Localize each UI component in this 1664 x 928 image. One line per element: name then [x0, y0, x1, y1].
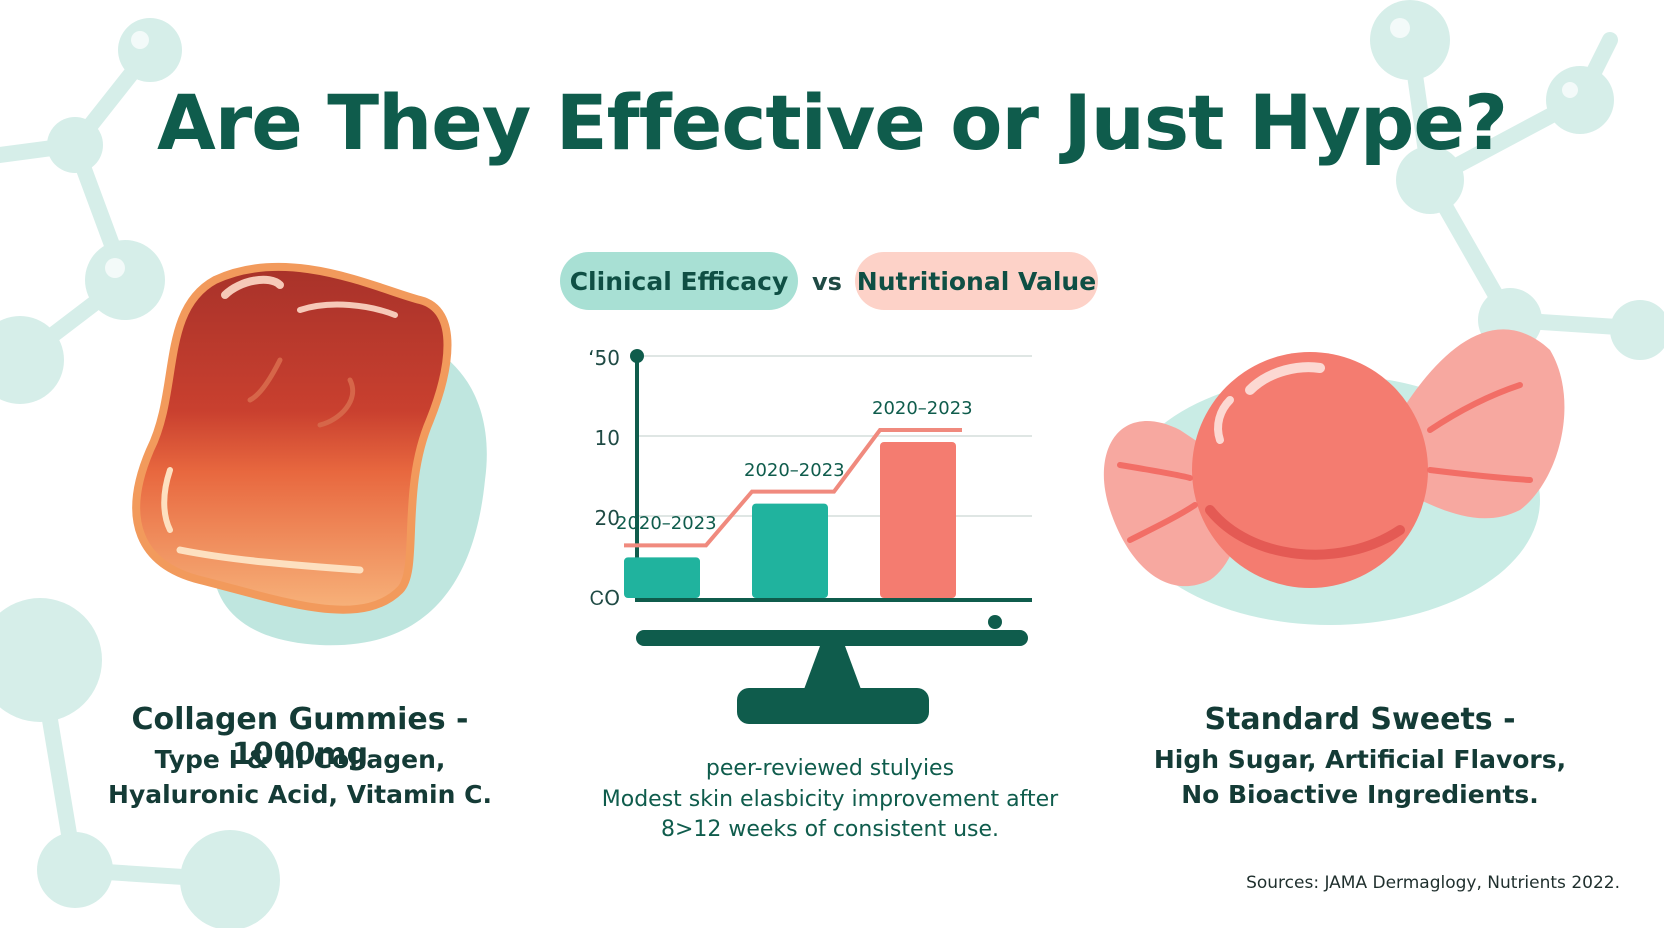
y-tick-label: 10 — [594, 426, 620, 450]
nutritional-value-pill: Nutritional Value — [855, 252, 1098, 310]
study-caption: peer-reviewed stulyies — [705, 756, 955, 781]
bar — [624, 557, 700, 598]
page-title: Are They Effective or Just Hype? — [156, 78, 1508, 167]
left-product-detail: Hyaluronic Acid, Vitamin C. — [108, 780, 492, 809]
bar-label: 2020–2023 — [872, 398, 973, 419]
scale-stand — [803, 646, 862, 692]
right-product-detail: No Bioactive Ingredients. — [1181, 780, 1539, 809]
y-tick-label: ʻ50 — [588, 346, 620, 370]
bar — [880, 442, 956, 598]
gummy-illustration — [132, 262, 487, 646]
bar — [752, 503, 828, 598]
y-tick-label: ᏟО — [590, 586, 620, 610]
scale-beam — [636, 630, 1028, 646]
study-caption: 8>12 weeks of consistent use. — [660, 817, 1000, 842]
trend-line — [624, 428, 962, 548]
vs-label: vs — [812, 268, 842, 296]
study-caption: Modest skin elasbicity improvement after — [601, 787, 1059, 812]
left-product-detail: Type I & III Collagen, — [154, 745, 446, 774]
right-product-title: Standard Sweets - — [1204, 702, 1516, 737]
left-product-title: Collagen Gummies - 1000mg — [131, 702, 469, 772]
sources-note: Sources: JAMA Dermaglogy, Nutrients 2022… — [1246, 873, 1620, 893]
right-product-detail: High Sugar, Artificial Flavors, — [1153, 745, 1567, 774]
candy-illustration — [1103, 329, 1565, 625]
bar-chart — [624, 349, 1032, 724]
bar-label: 2020–2023 — [744, 459, 845, 481]
y-axis-cap — [630, 349, 644, 363]
scale-base — [737, 688, 929, 724]
y-tick-label: 20 — [594, 506, 620, 530]
bar-label: 2020–2023 — [616, 513, 717, 535]
clinical-efficacy-pill: Clinical Efficacy — [560, 252, 798, 310]
scale-pivot — [988, 615, 1002, 629]
